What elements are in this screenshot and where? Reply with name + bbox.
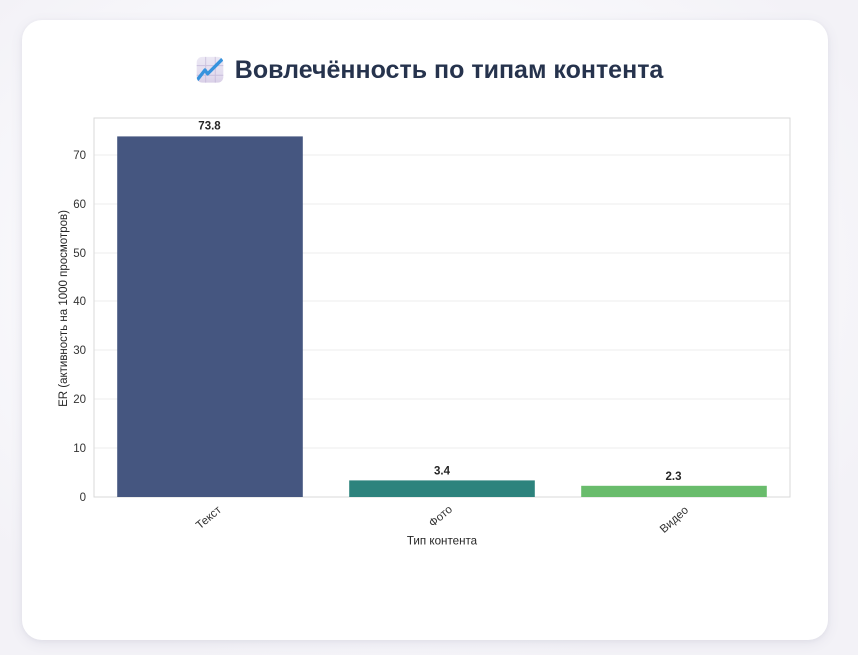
svg-text:30: 30 bbox=[73, 345, 86, 357]
svg-text:Тип контента: Тип контента bbox=[407, 535, 478, 548]
svg-text:20: 20 bbox=[73, 394, 86, 406]
svg-text:70: 70 bbox=[73, 150, 86, 162]
svg-text:60: 60 bbox=[73, 199, 86, 211]
svg-text:73.8: 73.8 bbox=[198, 121, 221, 133]
svg-text:3.4: 3.4 bbox=[434, 466, 451, 478]
svg-text:Фото: Фото bbox=[427, 504, 455, 530]
svg-text:ER (активность на 1000 просмот: ER (активность на 1000 просмотров) bbox=[58, 210, 70, 407]
svg-text:0: 0 bbox=[80, 492, 86, 504]
svg-text:10: 10 bbox=[73, 443, 86, 455]
svg-text:Видео: Видео bbox=[658, 504, 691, 535]
svg-text:40: 40 bbox=[73, 296, 86, 308]
svg-text:Текст: Текст bbox=[194, 504, 224, 532]
svg-text:50: 50 bbox=[73, 248, 86, 260]
svg-text:2.3: 2.3 bbox=[666, 471, 682, 483]
